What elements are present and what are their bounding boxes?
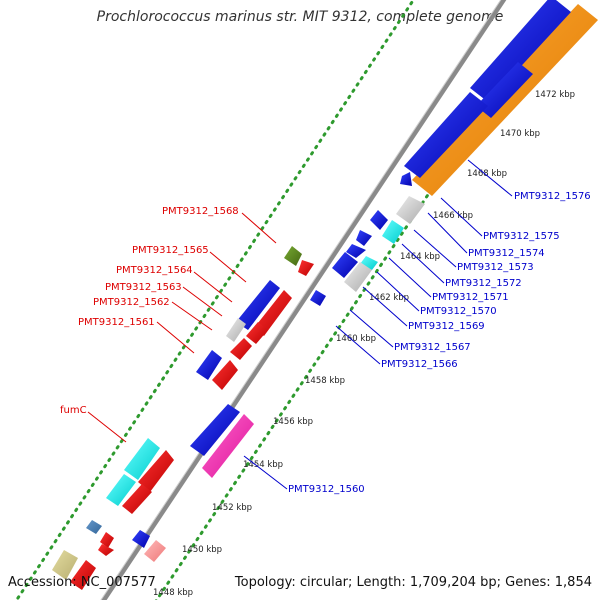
tick-1466: 1466 kbp — [433, 211, 473, 221]
tick-1448: 1448 kbp — [153, 588, 193, 598]
red-small-feature-a — [100, 532, 114, 548]
label-pmt9312-1565: PMT9312_1565 — [132, 245, 209, 256]
tick-1454: 1454 kbp — [243, 460, 283, 470]
tick-1458: 1458 kbp — [305, 376, 345, 386]
scale-ticks: 1472 kbp 1470 kbp 1468 kbp 1466 kbp 1464… — [153, 90, 575, 598]
blue-gene-bar-mid — [476, 62, 533, 118]
blue-gene-1560 — [190, 404, 240, 456]
blue-feature-5 — [332, 252, 358, 278]
grey-feature-1 — [396, 196, 425, 224]
blue-feature-4 — [346, 244, 366, 258]
tick-1464: 1464 kbp — [400, 252, 440, 262]
red-gene-fumc-b — [122, 484, 152, 514]
left-gene-labels: PMT9312_1568 PMT9312_1565 PMT9312_1564 P… — [60, 206, 239, 416]
label-pmt9312-1573: PMT9312_1573 — [457, 262, 534, 273]
red-gene-fumc-a — [138, 450, 174, 492]
red-gene-1562b — [230, 338, 252, 360]
label-pmt9312-1570: PMT9312_1570 — [420, 306, 497, 317]
magenta-gene — [202, 414, 254, 478]
cyan-gene-fumc-b — [106, 474, 136, 506]
topology-text: Topology: circular; Length: 1,709,204 bp… — [234, 575, 592, 590]
grey-gene-1563 — [226, 318, 246, 342]
label-pmt9312-1564: PMT9312_1564 — [116, 265, 193, 276]
red-gene-1561 — [212, 360, 238, 390]
label-pmt9312-1567: PMT9312_1567 — [394, 342, 471, 353]
red-gene-1564 — [254, 290, 292, 336]
blue-feature-2 — [370, 210, 388, 230]
label-pmt9312-1563: PMT9312_1563 — [105, 282, 182, 293]
label-pmt9312-1566: PMT9312_1566 — [381, 359, 458, 370]
pink-feature — [144, 540, 166, 562]
tick-1462: 1462 kbp — [369, 293, 409, 303]
tick-1470: 1470 kbp — [500, 129, 540, 139]
blue-gene-1561 — [196, 350, 222, 380]
blue-small-feature — [400, 172, 412, 186]
genome-backbone-highlight — [100, 0, 502, 600]
label-pmt9312-1562: PMT9312_1562 — [93, 297, 170, 308]
label-pmt9312-1560: PMT9312_1560 — [288, 484, 365, 495]
label-pmt9312-1572: PMT9312_1572 — [445, 278, 522, 289]
map-title: Prochlorococcus marinus str. MIT 9312, c… — [96, 9, 504, 25]
right-gene-labels: PMT9312_1576 PMT9312_1575 PMT9312_1574 P… — [288, 191, 591, 495]
tick-1452: 1452 kbp — [212, 503, 252, 513]
khaki-feature — [52, 550, 78, 580]
red-small-feature-b — [98, 544, 114, 556]
tick-1468: 1468 kbp — [467, 169, 507, 179]
label-fumc: fumC — [60, 405, 87, 416]
cyan-feature-1 — [382, 220, 404, 244]
olive-gene-1568 — [284, 246, 302, 266]
tick-1472: 1472 kbp — [535, 90, 575, 100]
label-pmt9312-1575: PMT9312_1575 — [483, 231, 560, 242]
label-pmt9312-1569: PMT9312_1569 — [408, 321, 485, 332]
label-pmt9312-1568: PMT9312_1568 — [162, 206, 239, 217]
left-leader-lines — [87, 212, 277, 443]
tick-1460: 1460 kbp — [336, 334, 376, 344]
outer-dotted-track — [154, 0, 561, 600]
genome-backbone — [100, 0, 507, 600]
blue-gene-bar-upper — [470, 0, 571, 102]
label-pmt9312-1561: PMT9312_1561 — [78, 317, 155, 328]
blue-feature-6 — [310, 290, 326, 306]
label-pmt9312-1574: PMT9312_1574 — [468, 248, 545, 259]
cyan-feature-2 — [360, 256, 378, 270]
accession-text: Accession: NC_007577 — [8, 575, 156, 590]
label-pmt9312-1571: PMT9312_1571 — [432, 292, 509, 303]
blue-feature-7 — [132, 530, 150, 548]
label-pmt9312-1576: PMT9312_1576 — [514, 191, 591, 202]
blue-gene-1565 — [236, 280, 280, 330]
red-gene-1568b — [298, 260, 314, 276]
blue-gene-bar-lower — [404, 92, 488, 178]
red-feature-bottom — [70, 560, 96, 590]
cyan-gene-fumc — [124, 438, 160, 480]
red-gene-1562a — [246, 322, 268, 344]
grey-feature-2 — [344, 262, 372, 292]
tick-1450: 1450 kbp — [182, 545, 222, 555]
right-leader-lines — [243, 159, 513, 490]
tick-1456: 1456 kbp — [273, 417, 313, 427]
steelblue-feature — [86, 520, 102, 534]
blue-feature-3 — [356, 230, 372, 246]
